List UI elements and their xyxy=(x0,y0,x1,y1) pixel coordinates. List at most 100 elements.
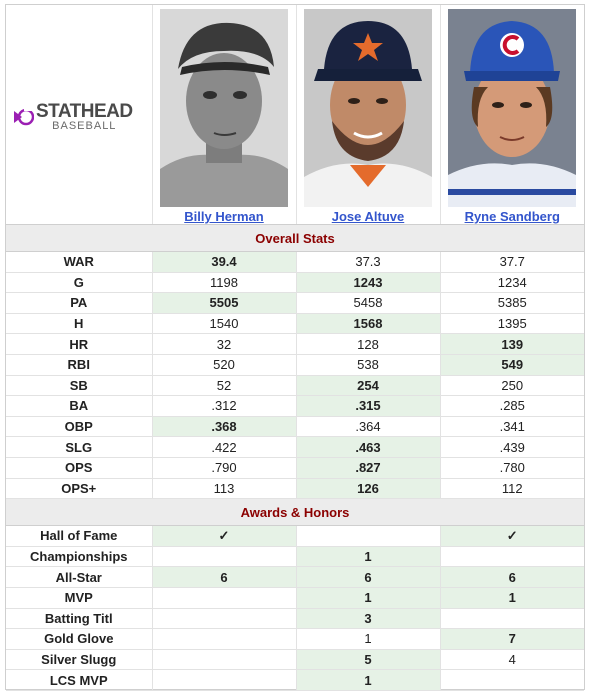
stat-value-herman: ✓ xyxy=(152,525,297,547)
award-row: LCS MVP 1 xyxy=(6,669,584,691)
stat-value-sandberg: .780 xyxy=(440,457,584,479)
stat-value-sandberg: 1 xyxy=(440,587,584,609)
stat-label: Hall of Fame xyxy=(6,525,153,547)
overall-stat-row: WAR 39.4 37.3 37.7 xyxy=(6,251,584,273)
overall-stat-row: OPS+ 113 126 112 xyxy=(6,478,584,500)
player-column-herman: Billy Herman xyxy=(152,5,297,225)
stat-label: Batting Titl xyxy=(6,608,153,630)
stat-value-herman xyxy=(152,546,297,568)
stat-value-altuve: 5 xyxy=(296,649,441,671)
overall-stat-row: SLG .422.463.439 xyxy=(6,436,584,458)
stat-value-altuve: 1 xyxy=(296,587,441,609)
stat-value-sandberg: ✓ xyxy=(440,525,584,547)
stat-value-altuve: 1243 xyxy=(296,272,441,294)
stat-value-sandberg: .439 xyxy=(440,436,584,458)
player-photo-herman xyxy=(160,9,288,207)
stat-value-altuve: 254 xyxy=(296,375,441,397)
award-row: All-Star 6 6 6 xyxy=(6,566,584,588)
stat-value-herman: .790 xyxy=(152,457,297,479)
stat-value-altuve: .827 xyxy=(296,457,441,479)
stat-label: Silver Slugg xyxy=(6,649,153,671)
overall-stat-row: BA .312.315.285 xyxy=(6,395,584,417)
award-row: Gold Glove 1 7 xyxy=(6,628,584,650)
stat-value-altuve: 1568 xyxy=(296,313,441,335)
stat-value-herman: 39.4 xyxy=(152,251,297,273)
player-header-row: STATHEAD BASEBALL xyxy=(6,5,584,225)
stat-label: Championships xyxy=(6,546,153,568)
stat-label: MVP xyxy=(6,587,153,609)
stat-value-sandberg: 7 xyxy=(440,628,584,650)
stat-value-sandberg: .341 xyxy=(440,416,584,438)
stat-label: OPS xyxy=(6,457,153,479)
player-link-altuve[interactable]: Jose Altuve xyxy=(331,209,405,224)
stat-value-altuve: .315 xyxy=(296,395,441,417)
stat-value-sandberg: 4 xyxy=(440,649,584,671)
stat-label: PA xyxy=(6,292,153,314)
stat-value-herman: .368 xyxy=(152,416,297,438)
stat-value-herman: 520 xyxy=(152,354,297,376)
section-awards-honors: Awards & Honors xyxy=(6,498,584,527)
stathead-logo[interactable]: STATHEAD BASEBALL xyxy=(12,102,133,132)
stat-value-sandberg: 6 xyxy=(440,566,584,588)
stat-label: LCS MVP xyxy=(6,669,153,691)
stat-label: SLG xyxy=(6,436,153,458)
stat-value-sandberg: 1395 xyxy=(440,313,584,335)
stat-value-herman xyxy=(152,608,297,630)
stat-value-altuve: 6 xyxy=(296,566,441,588)
stat-label: Gold Glove xyxy=(6,628,153,650)
section-overall-stats-title: Overall Stats xyxy=(6,224,584,252)
stat-value-herman: 52 xyxy=(152,375,297,397)
logo-subtitle: BASEBALL xyxy=(52,120,117,132)
stat-label: WAR xyxy=(6,251,153,273)
stat-value-herman: .312 xyxy=(152,395,297,417)
player-column-altuve: Jose Altuve xyxy=(296,5,441,225)
stat-label: OBP xyxy=(6,416,153,438)
stat-label: HR xyxy=(6,333,153,355)
player-comparison-table: STATHEAD BASEBALL xyxy=(6,5,584,691)
stat-value-altuve: 1 xyxy=(296,546,441,568)
stat-value-altuve: 128 xyxy=(296,333,441,355)
stat-value-sandberg: 250 xyxy=(440,375,584,397)
stat-value-altuve: 5458 xyxy=(296,292,441,314)
overall-stat-row: G 1198 1243 1234 xyxy=(6,272,584,294)
stat-value-altuve: 3 xyxy=(296,608,441,630)
stat-value-sandberg xyxy=(440,608,584,630)
section-overall-stats: Overall Stats xyxy=(6,224,584,252)
stat-value-sandberg: 5385 xyxy=(440,292,584,314)
stat-value-herman: 1540 xyxy=(152,313,297,335)
stathead-logo-icon xyxy=(12,106,35,128)
stat-value-sandberg: 139 xyxy=(440,333,584,355)
overall-stat-row: HR 32 128 139 xyxy=(6,333,584,355)
player-link-herman[interactable]: Billy Herman xyxy=(184,209,264,224)
stat-label: RBI xyxy=(6,354,153,376)
stat-value-altuve: 37.3 xyxy=(296,251,441,273)
stat-label: H xyxy=(6,313,153,335)
stat-label: BA xyxy=(6,395,153,417)
stat-label: All-Star xyxy=(6,566,153,588)
stat-value-herman: 32 xyxy=(152,333,297,355)
stat-value-herman: 5505 xyxy=(152,292,297,314)
stat-value-sandberg: 112 xyxy=(440,478,584,500)
overall-stat-row: OBP .368.364.341 xyxy=(6,416,584,438)
stat-value-herman: 113 xyxy=(152,478,297,500)
stat-value-herman: 6 xyxy=(152,566,297,588)
award-row: Hall of Fame ✓ ✓ xyxy=(6,525,584,547)
section-awards-honors-title: Awards & Honors xyxy=(6,498,584,527)
award-row: MVP 1 1 xyxy=(6,587,584,609)
player-column-sandberg: Ryne Sandberg xyxy=(440,5,584,225)
player-link-sandberg[interactable]: Ryne Sandberg xyxy=(464,209,560,224)
stat-value-altuve: 126 xyxy=(296,478,441,500)
stat-value-herman xyxy=(152,587,297,609)
stat-value-herman: 1198 xyxy=(152,272,297,294)
player-photo-altuve xyxy=(304,9,432,207)
stat-value-herman: .422 xyxy=(152,436,297,458)
stat-value-altuve: .463 xyxy=(296,436,441,458)
stat-value-altuve: .364 xyxy=(296,416,441,438)
logo-cell: STATHEAD BASEBALL xyxy=(6,5,153,225)
stat-value-altuve: 538 xyxy=(296,354,441,376)
stat-value-sandberg: 37.7 xyxy=(440,251,584,273)
award-row: Silver Slugg 5 4 xyxy=(6,649,584,671)
stat-value-herman xyxy=(152,649,297,671)
award-row: Batting Titl 3 xyxy=(6,608,584,630)
award-row: Championships 1 xyxy=(6,546,584,568)
